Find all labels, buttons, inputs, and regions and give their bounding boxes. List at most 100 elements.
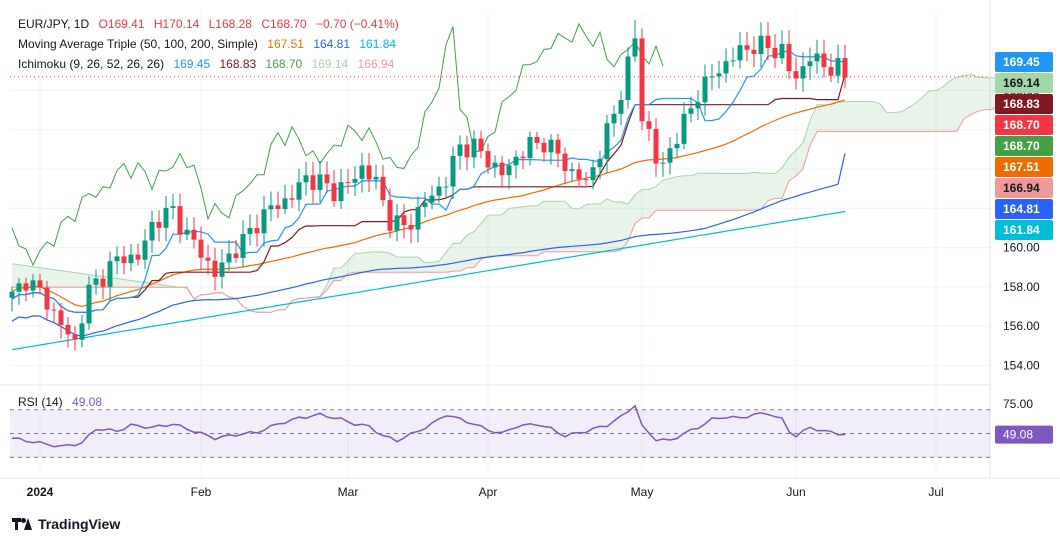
- legend-ohlc: EUR/JPY, 1D O169.41 H170.14 L168.28 C168…: [18, 16, 405, 32]
- price-badge-label: 167.51: [1003, 160, 1040, 174]
- candle-body: [422, 202, 428, 208]
- candle-body: [156, 221, 162, 228]
- candle-body: [100, 278, 106, 287]
- price-badge-label: 168.70: [1003, 118, 1040, 132]
- cloud-segment: [838, 101, 845, 132]
- legend-rsi: RSI (14) 49.08: [18, 394, 108, 410]
- candle-body: [261, 209, 267, 234]
- candle-body: [275, 205, 281, 210]
- candle-body: [639, 38, 645, 122]
- price-tick-label: 158.00: [1003, 280, 1040, 294]
- cloud-segment: [481, 215, 488, 260]
- candle-body: [380, 176, 386, 201]
- cloud-segment: [425, 262, 432, 273]
- time-tick-label: Jul: [928, 485, 943, 499]
- cloud-segment: [117, 278, 124, 288]
- candle-body: [30, 280, 36, 291]
- symbol-title: EUR/JPY, 1D: [18, 17, 90, 31]
- cloud-segment: [348, 253, 355, 274]
- candle-body: [86, 284, 92, 324]
- candle-body: [191, 229, 197, 240]
- cloud-segment: [75, 272, 82, 288]
- candle-body: [142, 240, 148, 260]
- cloud-segment: [544, 201, 551, 252]
- ma50-line: [11, 99, 846, 308]
- candle-body: [590, 167, 596, 181]
- low-value: L168.28: [208, 17, 252, 31]
- candle-body: [541, 142, 547, 153]
- ma50-value: 167.51: [267, 37, 304, 51]
- candle-body: [772, 47, 778, 59]
- cloud-segment: [537, 201, 544, 256]
- candle-body: [702, 76, 708, 103]
- indicator-lines: [10, 22, 990, 351]
- candle-body: [16, 283, 22, 292]
- candle-body: [807, 61, 813, 67]
- candle-body: [58, 310, 64, 325]
- tradingview-logo[interactable]: TradingView: [12, 516, 120, 532]
- candle-body: [226, 253, 232, 263]
- cloud-segment: [68, 271, 75, 288]
- rsi-label: RSI (14): [18, 395, 63, 409]
- cloud-segment: [565, 201, 572, 252]
- price-axis: 154.00156.00158.00160.00162.00164.00166.…: [995, 52, 1053, 372]
- cloud-segment: [733, 173, 740, 211]
- cloud-segment: [936, 86, 943, 132]
- time-tick-label: May: [631, 485, 654, 499]
- rsi-badge: [995, 425, 1053, 444]
- candle-body: [688, 108, 694, 114]
- candle-body: [562, 153, 568, 171]
- ma100-value: 164.81: [313, 37, 351, 51]
- cloud-segment: [621, 201, 628, 251]
- cloud-segment: [432, 261, 439, 273]
- price-badge-label: 166.94: [1003, 181, 1040, 195]
- candle-body: [597, 158, 603, 168]
- candle-body: [324, 174, 330, 184]
- time-axis: 2024 Feb Mar Apr May Jun Jul: [27, 485, 944, 499]
- time-tick-label: 2024: [27, 485, 54, 499]
- time-tick-label: Mar: [338, 485, 359, 499]
- candle-body: [373, 176, 379, 180]
- cloud-segment: [908, 103, 915, 132]
- conversion-value: 169.45: [173, 57, 211, 71]
- cloud-segment: [362, 252, 369, 273]
- candle-body: [716, 73, 722, 77]
- candle-body: [744, 45, 750, 50]
- cloud-segment: [628, 194, 635, 242]
- candle-body: [793, 71, 799, 79]
- cloud-segment: [775, 167, 782, 199]
- price-tick-label: 160.00: [1003, 241, 1040, 255]
- cloud-segment: [488, 215, 495, 257]
- price-badge: [995, 52, 1053, 73]
- cloud-segment: [670, 176, 677, 211]
- cloud-segment: [803, 120, 810, 169]
- candle-body: [667, 148, 673, 163]
- cloud-segment: [824, 104, 831, 132]
- base-value: 168.83: [219, 57, 257, 71]
- candle-body: [674, 143, 680, 149]
- candle-body: [625, 56, 631, 100]
- close-value: C168.70: [261, 17, 307, 31]
- cloud-segment: [551, 201, 558, 252]
- cloud-segment: [516, 206, 523, 256]
- cloud-segment: [411, 257, 418, 273]
- price-tick-label: 156.00: [1003, 319, 1040, 333]
- cloud-segment: [712, 173, 719, 211]
- time-tick-label: Feb: [191, 485, 212, 499]
- cloud-segment: [691, 173, 698, 211]
- cloud-segment: [502, 208, 509, 256]
- candle-body: [268, 205, 274, 210]
- candle-body: [72, 334, 78, 340]
- candle-body: [219, 262, 225, 277]
- cloud-segment: [705, 173, 712, 211]
- candle-body: [79, 323, 85, 340]
- cloud-segment: [649, 186, 656, 218]
- cloud-segment: [439, 252, 446, 273]
- candle-body: [359, 165, 365, 179]
- cloud-segment: [859, 101, 866, 132]
- price-badge: [995, 136, 1053, 157]
- cloud-segment: [768, 173, 775, 201]
- candle-body: [681, 113, 687, 144]
- rsi-pane: 75.00 49.08: [10, 397, 1053, 458]
